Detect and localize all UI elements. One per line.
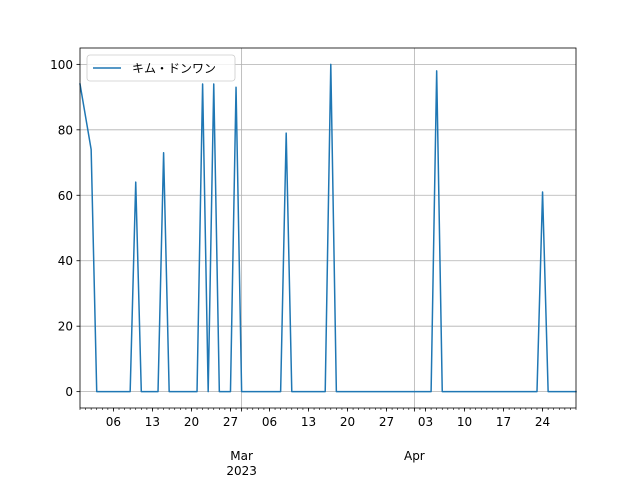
legend-box xyxy=(86,54,236,82)
x-minor-tick-label: 10 xyxy=(457,415,472,429)
y-tick-label: 0 xyxy=(65,385,73,399)
x-major-tick-label: Apr xyxy=(404,449,425,463)
x-minor-tick-label: 20 xyxy=(340,415,355,429)
legend-label: キム・ドンワン xyxy=(132,62,216,76)
series-lines xyxy=(79,63,577,393)
legend: キム・ドンワン xyxy=(86,54,236,82)
x-minor-tick-label: 06 xyxy=(106,415,121,429)
x-minor-tick-label: 13 xyxy=(301,415,316,429)
x-minor-tick-label: 27 xyxy=(223,415,238,429)
x-minor-tick-label: 17 xyxy=(496,415,511,429)
series-line-0 xyxy=(79,63,577,393)
x-minor-tick-label: 06 xyxy=(262,415,277,429)
y-tick-label: 40 xyxy=(58,254,73,268)
x-minor-tick-label: 03 xyxy=(418,415,433,429)
plot-frame xyxy=(79,47,577,409)
y-tick-label: 100 xyxy=(50,58,73,72)
x-minor-tick-label: 13 xyxy=(145,415,160,429)
y-tick-label: 60 xyxy=(58,189,73,203)
x-minor-tick-label: 20 xyxy=(184,415,199,429)
y-tick-label: 80 xyxy=(58,123,73,137)
x-minor-tick-label: 24 xyxy=(535,415,550,429)
y-tick-label: 20 xyxy=(58,320,73,334)
x-minor-tick-label: 27 xyxy=(379,415,394,429)
x-year-label: 2023 xyxy=(226,464,257,478)
y-axis: 0 20 40 60 80 100 xyxy=(50,58,80,399)
x-major-tick-label: Mar xyxy=(230,449,253,463)
